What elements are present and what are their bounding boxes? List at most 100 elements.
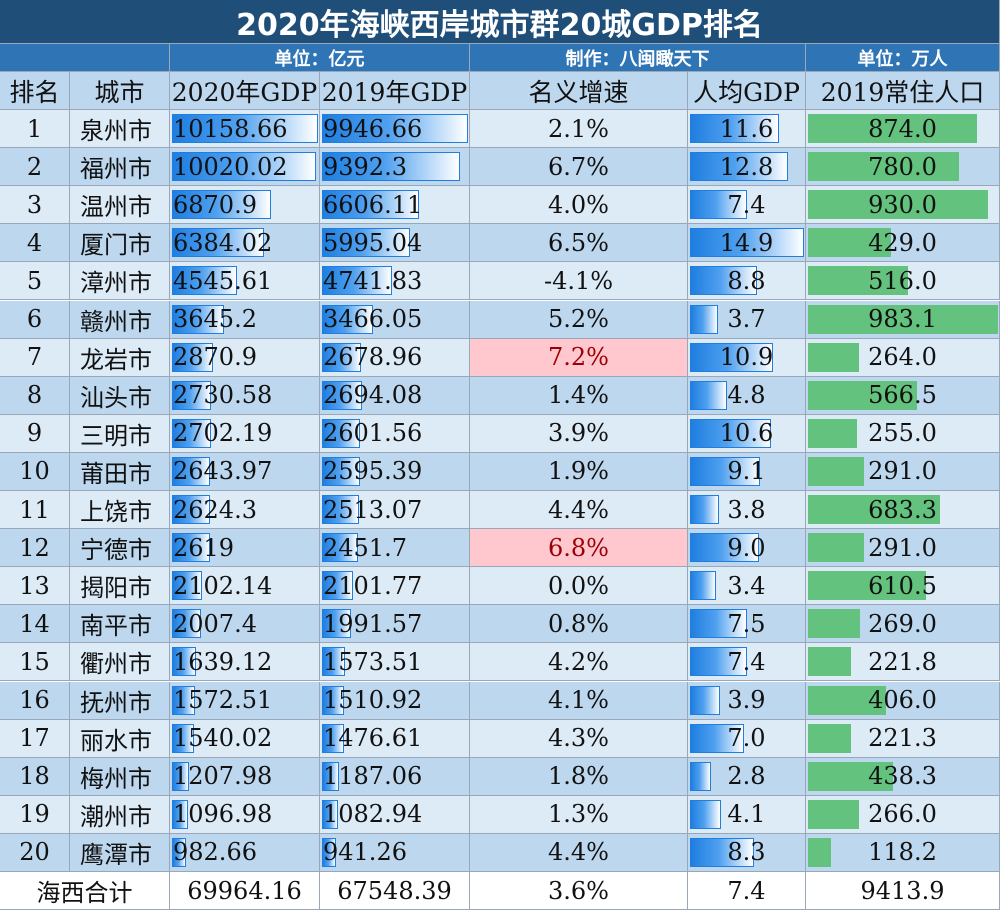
cell-gdp2020: 6384.02	[170, 224, 320, 263]
cell-gdp2019: 2513.07	[320, 491, 470, 530]
cell-population-text: 780.0	[868, 152, 937, 181]
bar-gdp2019	[322, 114, 468, 144]
cell-rank-text: 18	[19, 762, 50, 791]
cell-per_capita: 4.8	[688, 376, 806, 415]
total-label: 海西合计	[0, 872, 170, 910]
cell-population: 429.0	[806, 224, 1000, 263]
bar-population	[808, 837, 831, 867]
cell-growth-text: 1.3%	[548, 800, 609, 829]
subtitle-unit-people: 单位：万人	[806, 44, 1000, 72]
cell-growth: 4.2%	[470, 643, 688, 682]
cell-city-text: 赣州市	[80, 307, 152, 336]
bar-gdp2020	[172, 647, 196, 677]
cell-growth: 0.8%	[470, 605, 688, 644]
bar-per-capita	[690, 418, 772, 448]
cell-population: 983.1	[806, 300, 1000, 339]
cell-gdp2020: 2007.4	[170, 605, 320, 644]
cell-gdp2020-text: 3645.2	[173, 305, 257, 334]
bar-gdp2019	[322, 533, 358, 563]
cell-per_capita-text: 3.8	[727, 495, 766, 524]
cell-gdp2020: 1572.51	[170, 681, 320, 720]
header-rank: 排名	[0, 72, 70, 110]
cell-gdp2019-text: 1510.92	[323, 686, 423, 715]
cell-growth: 1.9%	[470, 452, 688, 491]
bar-per-capita	[690, 799, 722, 829]
bar-population	[808, 685, 887, 715]
bar-gdp2020	[172, 495, 210, 525]
bar-population	[808, 304, 998, 334]
bar-gdp2020	[172, 152, 316, 182]
bar-gdp2019	[322, 418, 361, 448]
cell-population-text: 255.0	[868, 419, 937, 448]
cell-per_capita-text: 9.0	[727, 533, 766, 562]
cell-city: 漳州市	[70, 262, 170, 301]
bar-gdp2019	[322, 304, 373, 334]
total-label-text: 海西合计	[36, 879, 133, 907]
cell-growth: 1.4%	[470, 376, 688, 415]
cell-per_capita-text: 7.4	[727, 190, 766, 219]
cell-city: 衢州市	[70, 643, 170, 682]
cell-gdp2020: 2102.14	[170, 567, 320, 606]
cell-rank-text: 11	[19, 495, 50, 524]
cell-rank-text: 7	[26, 343, 43, 372]
cell-gdp2020-text: 1207.98	[173, 762, 273, 791]
cell-rank-text: 12	[19, 533, 50, 562]
cell-population-text: 221.8	[868, 647, 937, 676]
cell-gdp2019: 1476.61	[320, 719, 470, 758]
cell-city-text: 宁德市	[80, 536, 152, 565]
cell-per_capita: 8.3	[688, 833, 806, 872]
cell-city: 龙岩市	[70, 338, 170, 377]
cell-gdp2020: 3645.2	[170, 300, 320, 339]
cell-population-text: 566.5	[868, 381, 937, 410]
bar-gdp2019	[322, 228, 410, 258]
cell-gdp2020-text: 982.66	[173, 838, 257, 867]
cell-per_capita-text: 11.6	[719, 114, 774, 143]
cell-population: 683.3	[806, 491, 1000, 530]
cell-growth: 5.2%	[470, 300, 688, 339]
cell-per_capita-text: 7.5	[727, 609, 766, 638]
cell-gdp2020-text: 6870.9	[173, 190, 257, 219]
bar-gdp2019	[322, 190, 419, 220]
cell-per_capita: 9.0	[688, 529, 806, 568]
cell-gdp2019-text: 2101.77	[323, 571, 423, 600]
cell-population-text: 291.0	[868, 457, 937, 486]
bar-population	[808, 571, 926, 601]
cell-city-text: 龙岩市	[80, 345, 152, 374]
cell-city-text: 漳州市	[80, 269, 152, 298]
cell-growth: 3.9%	[470, 414, 688, 453]
bar-gdp2019	[322, 571, 353, 601]
bar-population	[808, 152, 959, 182]
header-population-text: 2019常住人口	[820, 77, 985, 107]
cell-rank-text: 9	[26, 419, 43, 448]
bar-population	[808, 266, 908, 296]
header-gdp2019-text: 2019年GDP	[321, 77, 468, 107]
cell-gdp2020-text: 1540.02	[173, 724, 273, 753]
cell-gdp2020-text: 10020.02	[173, 152, 288, 181]
cell-city: 温州市	[70, 186, 170, 225]
bar-per-capita	[690, 837, 754, 867]
cell-growth-text: 6.7%	[548, 152, 609, 181]
cell-rank-text: 14	[19, 609, 50, 638]
subtitle-blank-text	[0, 44, 169, 71]
cell-population-text: 406.0	[868, 686, 937, 715]
cell-rank: 5	[0, 262, 70, 301]
cell-gdp2020: 2619	[170, 529, 320, 568]
cell-gdp2019-text: 2694.08	[323, 381, 423, 410]
cell-population-text: 930.0	[868, 190, 937, 219]
bar-population	[808, 799, 860, 829]
cell-population-text: 269.0	[868, 609, 937, 638]
cell-rank-text: 13	[19, 571, 50, 600]
cell-growth: 4.3%	[470, 719, 688, 758]
cell-gdp2020-text: 1572.51	[173, 686, 273, 715]
cell-gdp2020-text: 2102.14	[173, 571, 273, 600]
cell-gdp2019-text: 4741.83	[323, 266, 423, 295]
cell-per_capita: 8.8	[688, 262, 806, 301]
cell-gdp2019-text: 2678.96	[323, 343, 423, 372]
subtitle-author-text: 制作：八闽瞰天下	[565, 48, 710, 70]
cell-city: 潮州市	[70, 795, 170, 834]
cell-gdp2020: 1096.98	[170, 795, 320, 834]
cell-gdp2019: 3466.05	[320, 300, 470, 339]
cell-per_capita: 3.9	[688, 681, 806, 720]
cell-gdp2020-text: 2643.97	[173, 457, 273, 486]
cell-gdp2020-text: 2007.4	[173, 609, 257, 638]
